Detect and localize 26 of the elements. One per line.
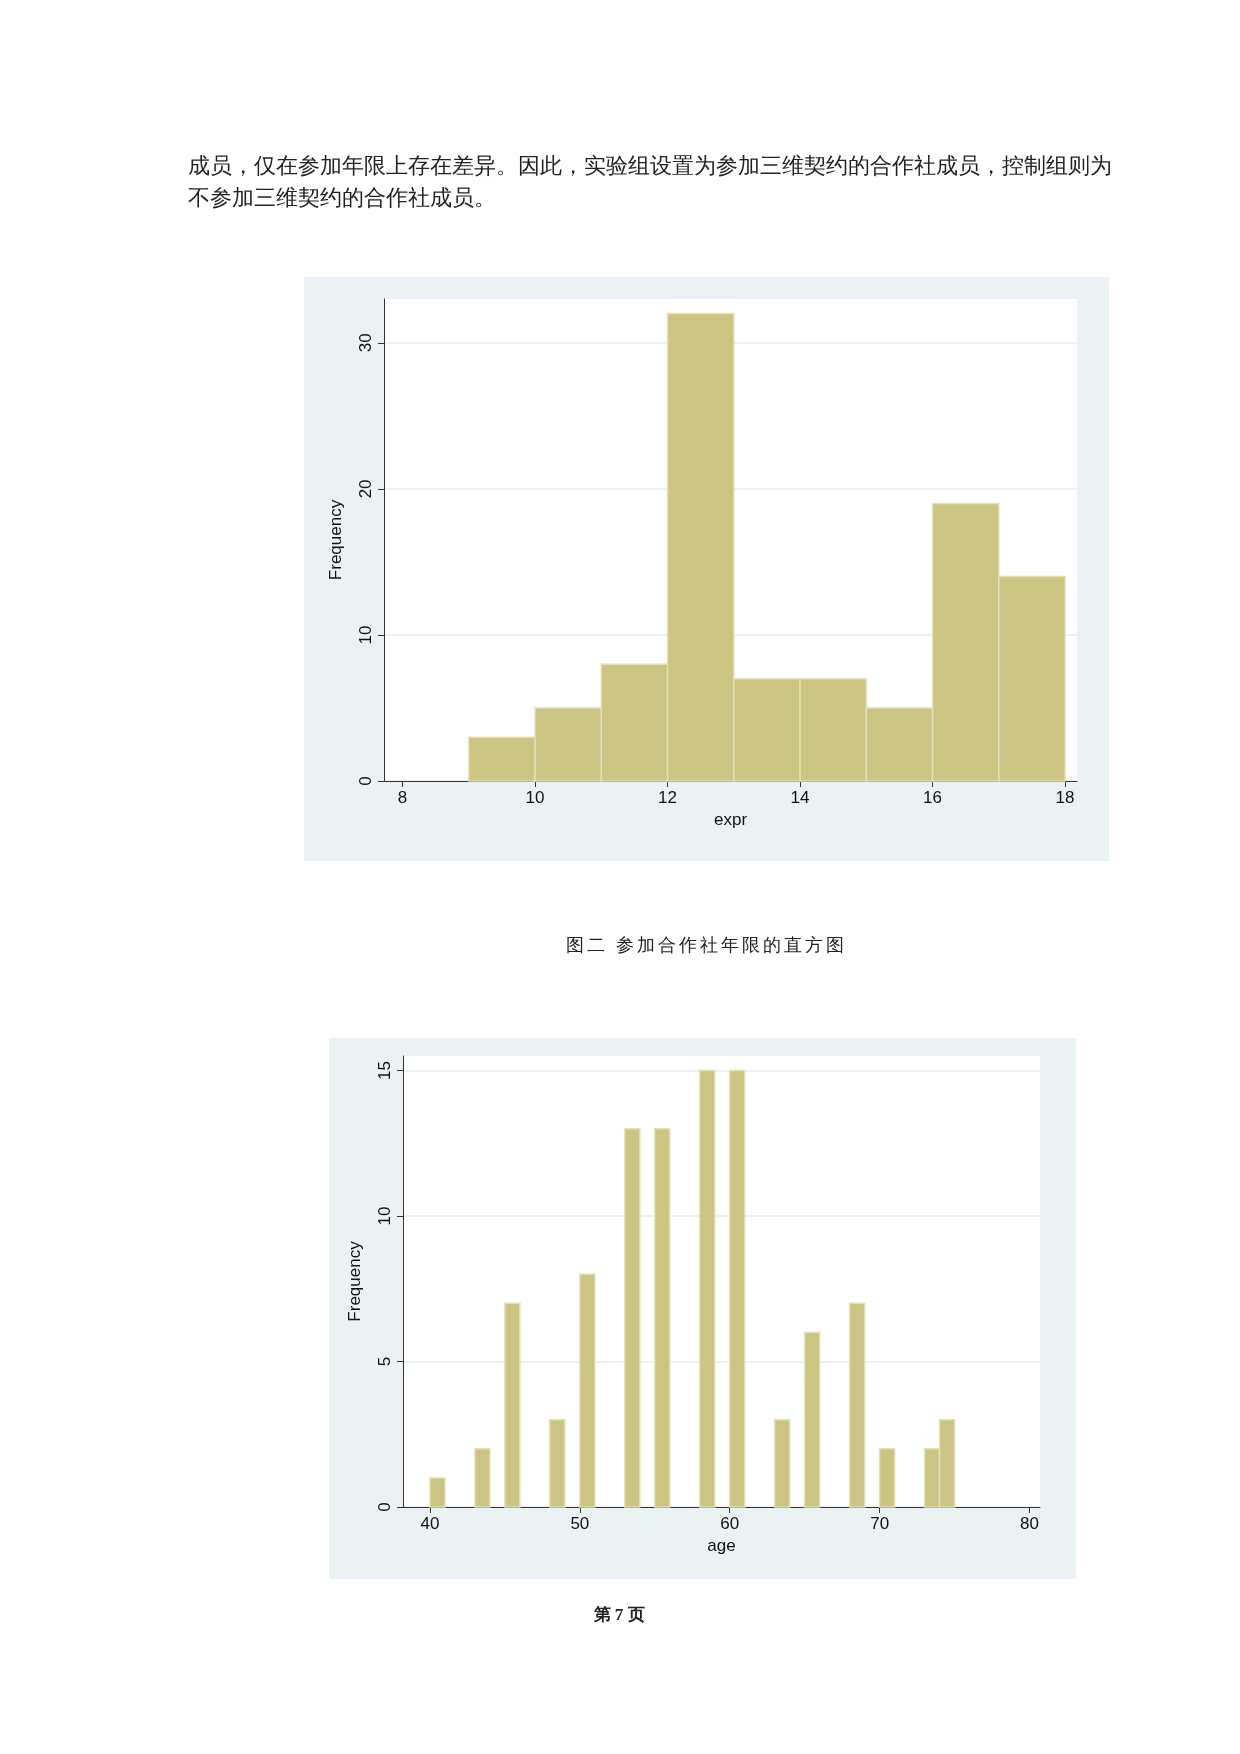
x-tick-label: 8 — [397, 788, 408, 807]
text: 成员，仅在参加年限上存在差异。因此，实验组设置为参加三维契约的合作社成员，控制组则为不参加三维契约的合作社成员。 — [188, 152, 1113, 212]
x-tick-label: 80 — [1020, 1514, 1039, 1533]
x-tick-label: 10 — [525, 788, 545, 807]
x-tick-label: 16 — [923, 788, 943, 807]
y-tick-label: 15 — [375, 1061, 394, 1081]
y-tick-label: 20 — [356, 479, 375, 499]
x-tick-label: 18 — [1055, 788, 1075, 807]
text: 图二 参加合作社年限的直方图 — [565, 934, 848, 957]
y-tick-label: 5 — [375, 1356, 394, 1367]
y-tick-label: 10 — [356, 625, 375, 645]
x-tick-label: 12 — [658, 788, 678, 807]
x-tick-label: 14 — [790, 788, 810, 807]
y-axis-title: Frequency — [326, 499, 345, 581]
x-tick-label: 50 — [570, 1514, 590, 1533]
x-tick-label: 40 — [420, 1514, 440, 1533]
text: 第 7 页 — [592, 1604, 646, 1626]
x-axis-title: expr — [713, 809, 748, 829]
y-tick-label: 0 — [356, 776, 375, 786]
y-tick-label: 10 — [375, 1206, 394, 1226]
x-tick-label: 60 — [720, 1514, 740, 1533]
x-axis-title: age — [707, 1535, 736, 1555]
y-tick-label: 0 — [375, 1502, 394, 1512]
y-tick-label: 30 — [356, 333, 375, 353]
x-tick-label: 70 — [870, 1514, 890, 1533]
y-axis-title: Frequency — [345, 1240, 364, 1322]
